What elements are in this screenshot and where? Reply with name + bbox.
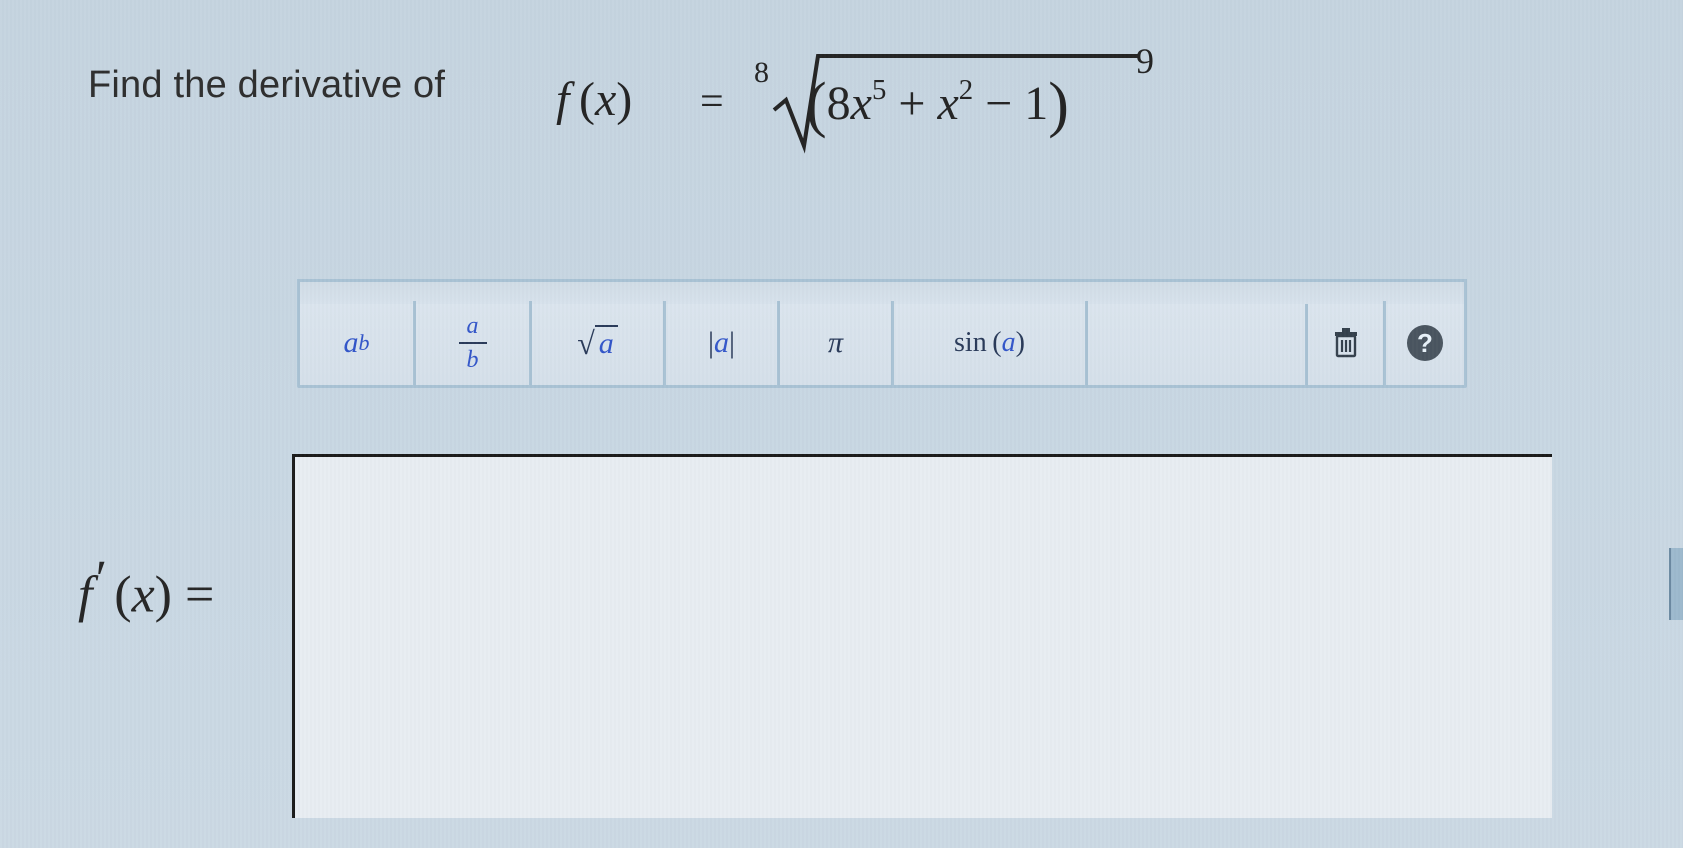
- tool-sqrt[interactable]: √a: [532, 301, 666, 385]
- label-x: x: [132, 567, 155, 624]
- exp-5: 5: [872, 74, 886, 106]
- tool-help[interactable]: ?: [1386, 301, 1464, 385]
- help-icon: ?: [1407, 325, 1443, 361]
- answer-label: f′ (x) =: [78, 550, 214, 625]
- frac-num: a: [467, 314, 479, 338]
- sin-arg: a: [1002, 327, 1016, 359]
- tool-fraction[interactable]: a b: [416, 301, 532, 385]
- radicand: (8x5 + x2 − 1): [806, 70, 1069, 141]
- func-letter: f: [556, 73, 569, 126]
- exp-sup: b: [359, 330, 370, 356]
- var-x-2: x: [937, 77, 958, 130]
- exp-2: 2: [959, 74, 973, 106]
- answer-input[interactable]: [292, 454, 1552, 818]
- trash-icon: [1331, 326, 1361, 360]
- label-eq: =: [185, 567, 214, 624]
- pi-symbol: π: [828, 326, 843, 360]
- tool-pi[interactable]: π: [780, 301, 894, 385]
- equals-sign: =: [700, 78, 724, 126]
- sqrt-arg: a: [599, 327, 614, 360]
- var-letter: x: [595, 73, 616, 126]
- side-slice: [1669, 548, 1683, 620]
- frac-den: b: [467, 348, 479, 372]
- exp-base: a: [344, 326, 359, 360]
- tool-abs[interactable]: |a|: [666, 301, 780, 385]
- tool-clear[interactable]: [1308, 301, 1386, 385]
- tool-exponent[interactable]: ab: [300, 301, 416, 385]
- label-prime: ′: [92, 551, 103, 608]
- tool-sin[interactable]: sin (a): [894, 301, 1088, 385]
- var-x-1: x: [851, 77, 872, 130]
- toolbar-spacer: [1088, 301, 1308, 385]
- formula: f (x) = 8 (8x5 + x2 − 1) 9: [96, 52, 1496, 172]
- outer-exponent: 9: [1136, 40, 1154, 82]
- math-toolbar: ab a b √a |a| π sin (a) ?: [297, 298, 1467, 388]
- label-f: f: [78, 567, 92, 624]
- minus-1: 1: [1024, 77, 1048, 130]
- frac-bar: [459, 342, 487, 345]
- abs-arg: a: [714, 326, 729, 360]
- formula-fx: f (x): [556, 72, 632, 127]
- coeff-8: 8: [827, 77, 851, 130]
- help-qmark: ?: [1417, 328, 1433, 359]
- sin-label: sin: [954, 327, 987, 359]
